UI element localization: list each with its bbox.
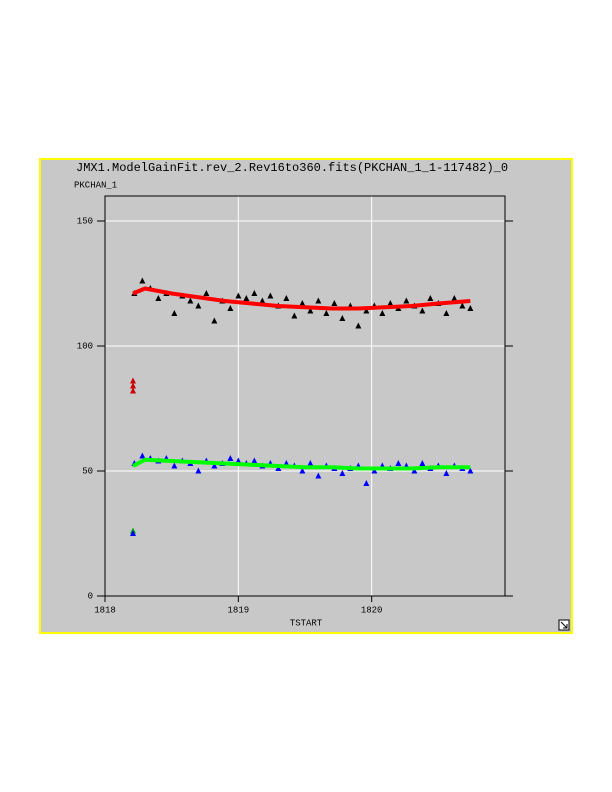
data-point (283, 295, 290, 301)
data-point (130, 387, 136, 394)
data-point (227, 455, 234, 461)
x-tick-label: 1819 (228, 605, 250, 615)
chart-title: JMX1.ModelGainFit.rev_2.Rev16to360.fits(… (76, 161, 508, 175)
data-point (419, 460, 426, 466)
data-point (323, 310, 330, 316)
data-point (195, 467, 202, 474)
data-point (203, 290, 210, 296)
data-point (363, 480, 370, 486)
data-point (235, 292, 242, 299)
data-point (299, 300, 306, 306)
data-point (403, 297, 410, 304)
data-point (331, 300, 338, 306)
data-point (355, 322, 362, 329)
data-point (130, 382, 136, 389)
data-point (419, 307, 426, 314)
data-point (467, 305, 474, 311)
fit-line (132, 286, 471, 311)
y-tick-label: 50 (82, 466, 93, 476)
resize-icon[interactable] (558, 619, 570, 631)
data-point (235, 457, 242, 464)
axis-frame (104, 195, 506, 597)
data-point (307, 460, 314, 466)
data-point (187, 297, 194, 304)
data-point (379, 310, 386, 316)
data-point (227, 305, 234, 311)
data-point (155, 295, 162, 301)
data-point (459, 302, 466, 309)
data-point (291, 312, 298, 319)
data-point (139, 277, 146, 284)
data-point (467, 467, 474, 474)
y-axis-label: PKCHAN_1 (74, 180, 117, 190)
data-point (387, 300, 394, 306)
data-point (427, 295, 434, 301)
data-point (315, 297, 322, 304)
data-point (130, 377, 136, 384)
data-point (251, 457, 258, 464)
data-point (171, 462, 178, 469)
data-point (443, 310, 450, 316)
data-point (363, 307, 370, 314)
data-point (195, 302, 202, 309)
data-point (243, 295, 250, 301)
x-tick-label: 1818 (94, 605, 116, 615)
data-point (211, 462, 218, 469)
data-point (451, 295, 458, 301)
x-tick-label: 1820 (361, 605, 383, 615)
data-point (411, 467, 418, 474)
plot-panel (39, 158, 573, 634)
data-point (171, 310, 178, 316)
data-point (299, 467, 306, 474)
x-axis-label: TSTART (290, 618, 323, 628)
data-point (130, 530, 136, 536)
fit-line (132, 457, 471, 471)
data-point (251, 290, 258, 296)
y-tick-label: 0 (88, 591, 93, 601)
data-point (211, 317, 218, 324)
data-point (339, 470, 346, 476)
data-point (443, 470, 450, 476)
data-point (339, 315, 346, 321)
y-tick-label: 100 (77, 341, 93, 351)
data-point (267, 292, 274, 299)
data-point (139, 452, 146, 459)
y-tick-label: 150 (77, 216, 93, 226)
data-point (315, 472, 322, 479)
data-point (307, 307, 314, 314)
data-point (395, 460, 402, 466)
data-point (259, 297, 266, 304)
